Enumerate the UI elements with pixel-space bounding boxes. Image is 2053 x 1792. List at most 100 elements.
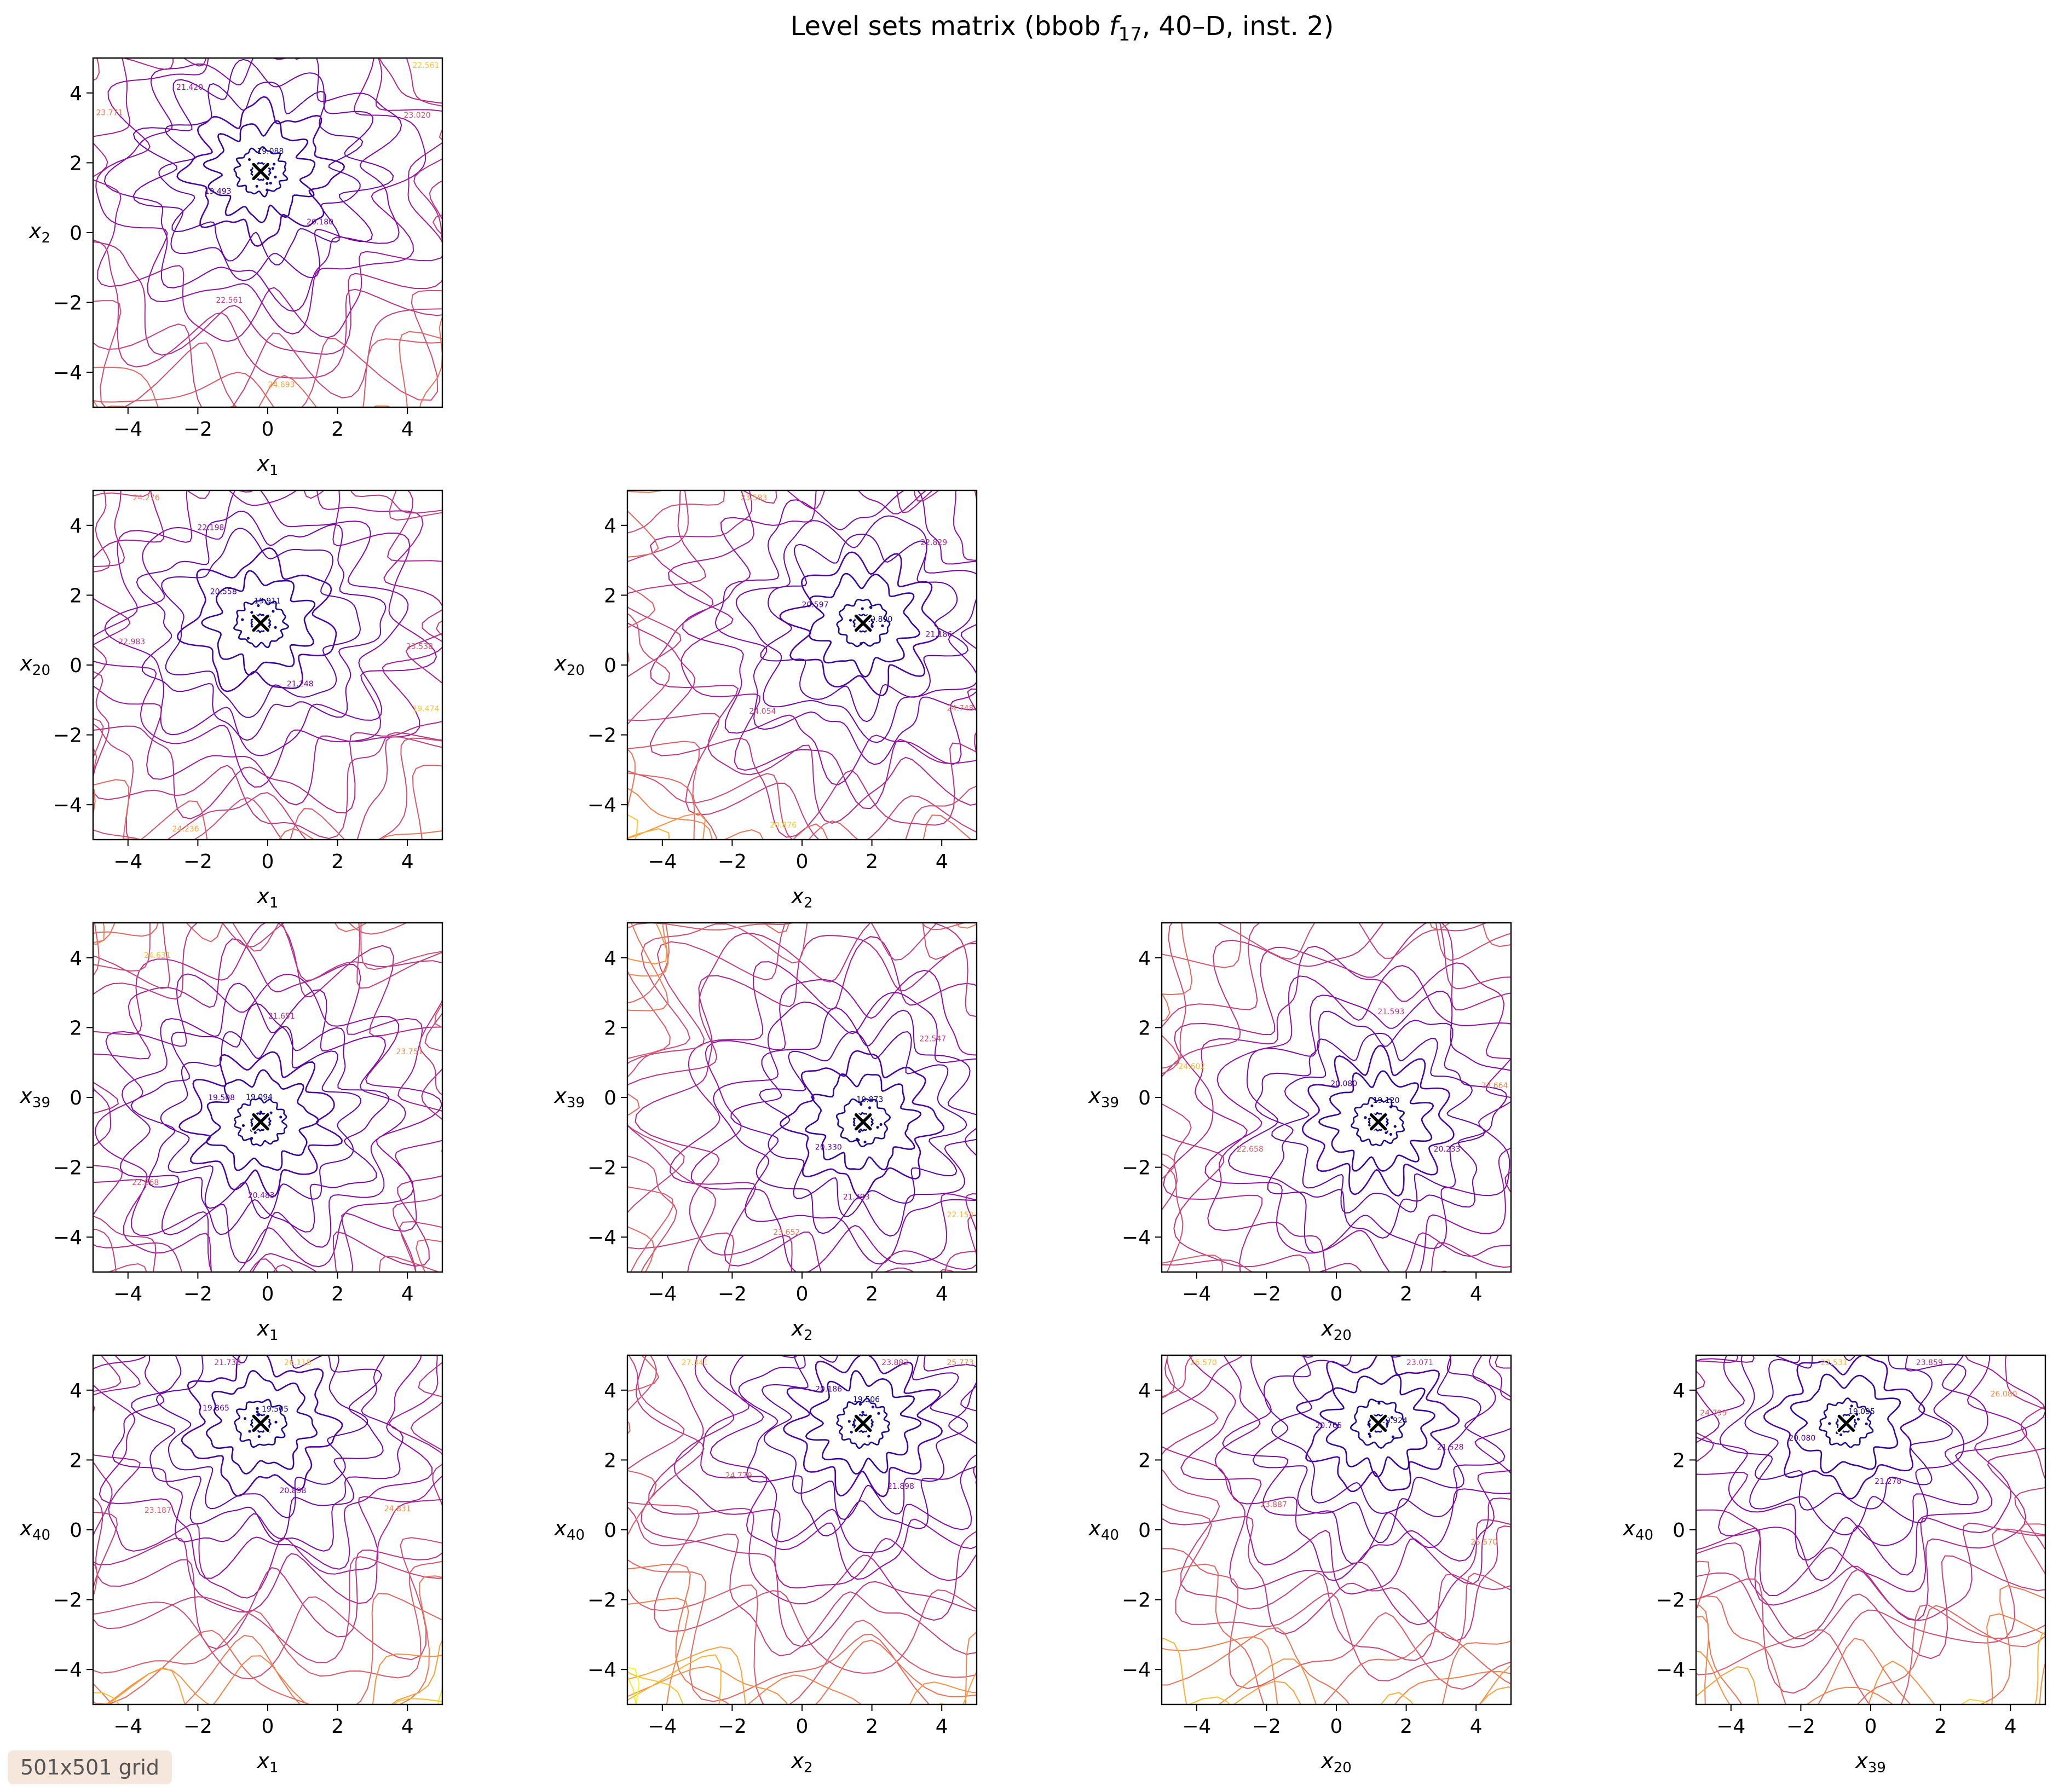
x-tick-label: −4 xyxy=(1182,1283,1211,1305)
contour-level-dot xyxy=(1391,1435,1394,1438)
contour-level-label: 21.186 xyxy=(925,630,952,639)
contour-level-label: 22.658 xyxy=(1237,1145,1264,1154)
x-tick-label: −4 xyxy=(113,1283,142,1305)
contour-level-line xyxy=(915,719,1820,1539)
contour-level-line xyxy=(93,1692,442,1704)
x-tick-label: 2 xyxy=(331,1715,344,1738)
contour-level-line xyxy=(805,1370,922,1475)
contour-level-label: 27.341 xyxy=(682,1359,708,1367)
y-tick-label: 0 xyxy=(604,1519,616,1542)
contour-level-line xyxy=(1351,1097,1405,1147)
x-tick-label: 4 xyxy=(1470,1715,1483,1738)
contour-level-dot xyxy=(868,1106,872,1109)
contour-level-dot xyxy=(861,607,864,610)
contour-level-line xyxy=(0,930,786,1792)
y-tick-label: 2 xyxy=(1138,1017,1151,1039)
contour-level-label: 20.233 xyxy=(1434,1145,1461,1154)
contour-level-label: 19.911 xyxy=(254,597,281,606)
contour-level-line xyxy=(105,405,391,407)
contour-level-label: 23.751 xyxy=(396,1048,423,1056)
optimum-marker xyxy=(1368,1112,1388,1132)
contour-level-line xyxy=(178,1051,343,1198)
contour-level-line xyxy=(1696,1355,2045,1621)
contour-level-dot xyxy=(1377,1402,1381,1405)
contour-level-label: 24.799 xyxy=(1700,1409,1727,1418)
contour-level-line xyxy=(805,1073,922,1171)
contour-level-label: 23.652 xyxy=(773,1228,800,1237)
contour-level-label: 22.150 xyxy=(947,1211,974,1219)
contour-level-line xyxy=(93,923,442,1272)
contour-level-dot xyxy=(279,1115,282,1119)
contour-level-dot xyxy=(1390,1415,1394,1419)
contour-panel-x1-x40: 19.505 19.865 20.898 21.738 23.187 24.831 26.1… xyxy=(0,930,786,1792)
figure-title: Level sets matrix (bbob f17, 40–D, inst.… xyxy=(791,11,1334,45)
contour-lines: 19.505 19.865 20.898 21.738 23.187 24.831 26.1… xyxy=(0,930,786,1792)
contour-level-line xyxy=(176,96,345,247)
contour-level-label: 22.983 xyxy=(118,638,145,646)
contour-level-line xyxy=(318,164,1389,1059)
x-tick-label: 0 xyxy=(796,851,809,873)
grid-size-badge: 501x501 grid xyxy=(8,1750,172,1784)
x-tick-label: 4 xyxy=(401,851,414,873)
x-tick-label: −2 xyxy=(718,1283,747,1305)
x-axis-label: x2 xyxy=(791,1749,812,1776)
y-tick-label: 2 xyxy=(70,1017,82,1039)
contour-level-dot xyxy=(1865,1422,1868,1426)
contour-level-line xyxy=(1162,992,1170,1022)
contour-level-line xyxy=(103,58,402,312)
y-tick-label: 4 xyxy=(604,1380,616,1402)
x-tick-label: 4 xyxy=(2004,1715,2017,1738)
contour-level-line xyxy=(1719,1355,1967,1536)
contour-level-line xyxy=(0,0,823,643)
axes-frame xyxy=(1161,922,1512,1273)
y-tick-label: 4 xyxy=(70,1380,82,1402)
y-tick-label: −4 xyxy=(1122,1659,1151,1681)
contour-level-line xyxy=(93,490,442,806)
contour-level-line xyxy=(0,0,778,611)
x-tick-label: −2 xyxy=(183,1715,212,1738)
contour-level-dot xyxy=(860,1102,863,1106)
contour-level-line xyxy=(730,1007,977,1237)
y-tick-label: −2 xyxy=(53,292,82,315)
contour-level-label: 26.080 xyxy=(1991,1390,2017,1398)
contour-level-dot xyxy=(266,182,269,185)
contour-level-label: 19.505 xyxy=(262,1405,289,1414)
contour-level-line xyxy=(627,923,790,1272)
y-tick-label: −2 xyxy=(1122,1157,1151,1180)
y-tick-label: −4 xyxy=(587,1227,616,1249)
contour-level-line xyxy=(93,1575,442,1704)
contour-level-dot xyxy=(272,610,275,613)
contour-level-line xyxy=(1163,923,1511,1272)
optimum-marker xyxy=(251,1112,271,1132)
contour-level-label: 24.054 xyxy=(749,707,776,716)
y-tick-label: 2 xyxy=(70,152,82,175)
contour-level-line xyxy=(205,1369,318,1475)
x-tick-label: 0 xyxy=(262,1715,274,1738)
contour-level-line xyxy=(627,814,638,840)
contour-level-line xyxy=(0,255,687,1021)
contour-level-line xyxy=(627,1670,949,1704)
contour-level-line xyxy=(627,1420,930,1704)
y-tick-label: 4 xyxy=(70,515,82,537)
contour-level-line xyxy=(1696,1528,2045,1694)
contour-level-dot xyxy=(274,175,277,178)
contour-level-line xyxy=(884,964,1872,1792)
figure-title-subscript: 17 xyxy=(1118,24,1142,45)
x-axis-label: x2 xyxy=(791,1316,812,1344)
optimum-marker xyxy=(853,1112,873,1132)
x-tick-label: 4 xyxy=(936,851,948,873)
contour-level-label: 24.602 xyxy=(1178,1062,1205,1071)
contour-level-line xyxy=(627,923,977,1272)
contour-lines: 19.120 20.080 20.233 21.593 22.658 23.664 24.6… xyxy=(915,719,1820,1539)
axes-frame xyxy=(92,489,443,841)
y-tick-label: 4 xyxy=(1138,947,1151,970)
contour-panel-x1-x2: 19.088 19.493 20.180 21.420 22.561 23.020 23.7… xyxy=(0,0,823,643)
contour-level-line xyxy=(161,528,361,718)
contour-level-label: 19.474 xyxy=(413,704,440,713)
contour-level-line xyxy=(1319,1374,1435,1478)
contour-level-label: 23.583 xyxy=(740,494,767,502)
contour-level-line xyxy=(1744,1355,1953,1511)
contour-level-dot xyxy=(879,1123,883,1126)
contour-level-line xyxy=(1162,1355,1511,1681)
